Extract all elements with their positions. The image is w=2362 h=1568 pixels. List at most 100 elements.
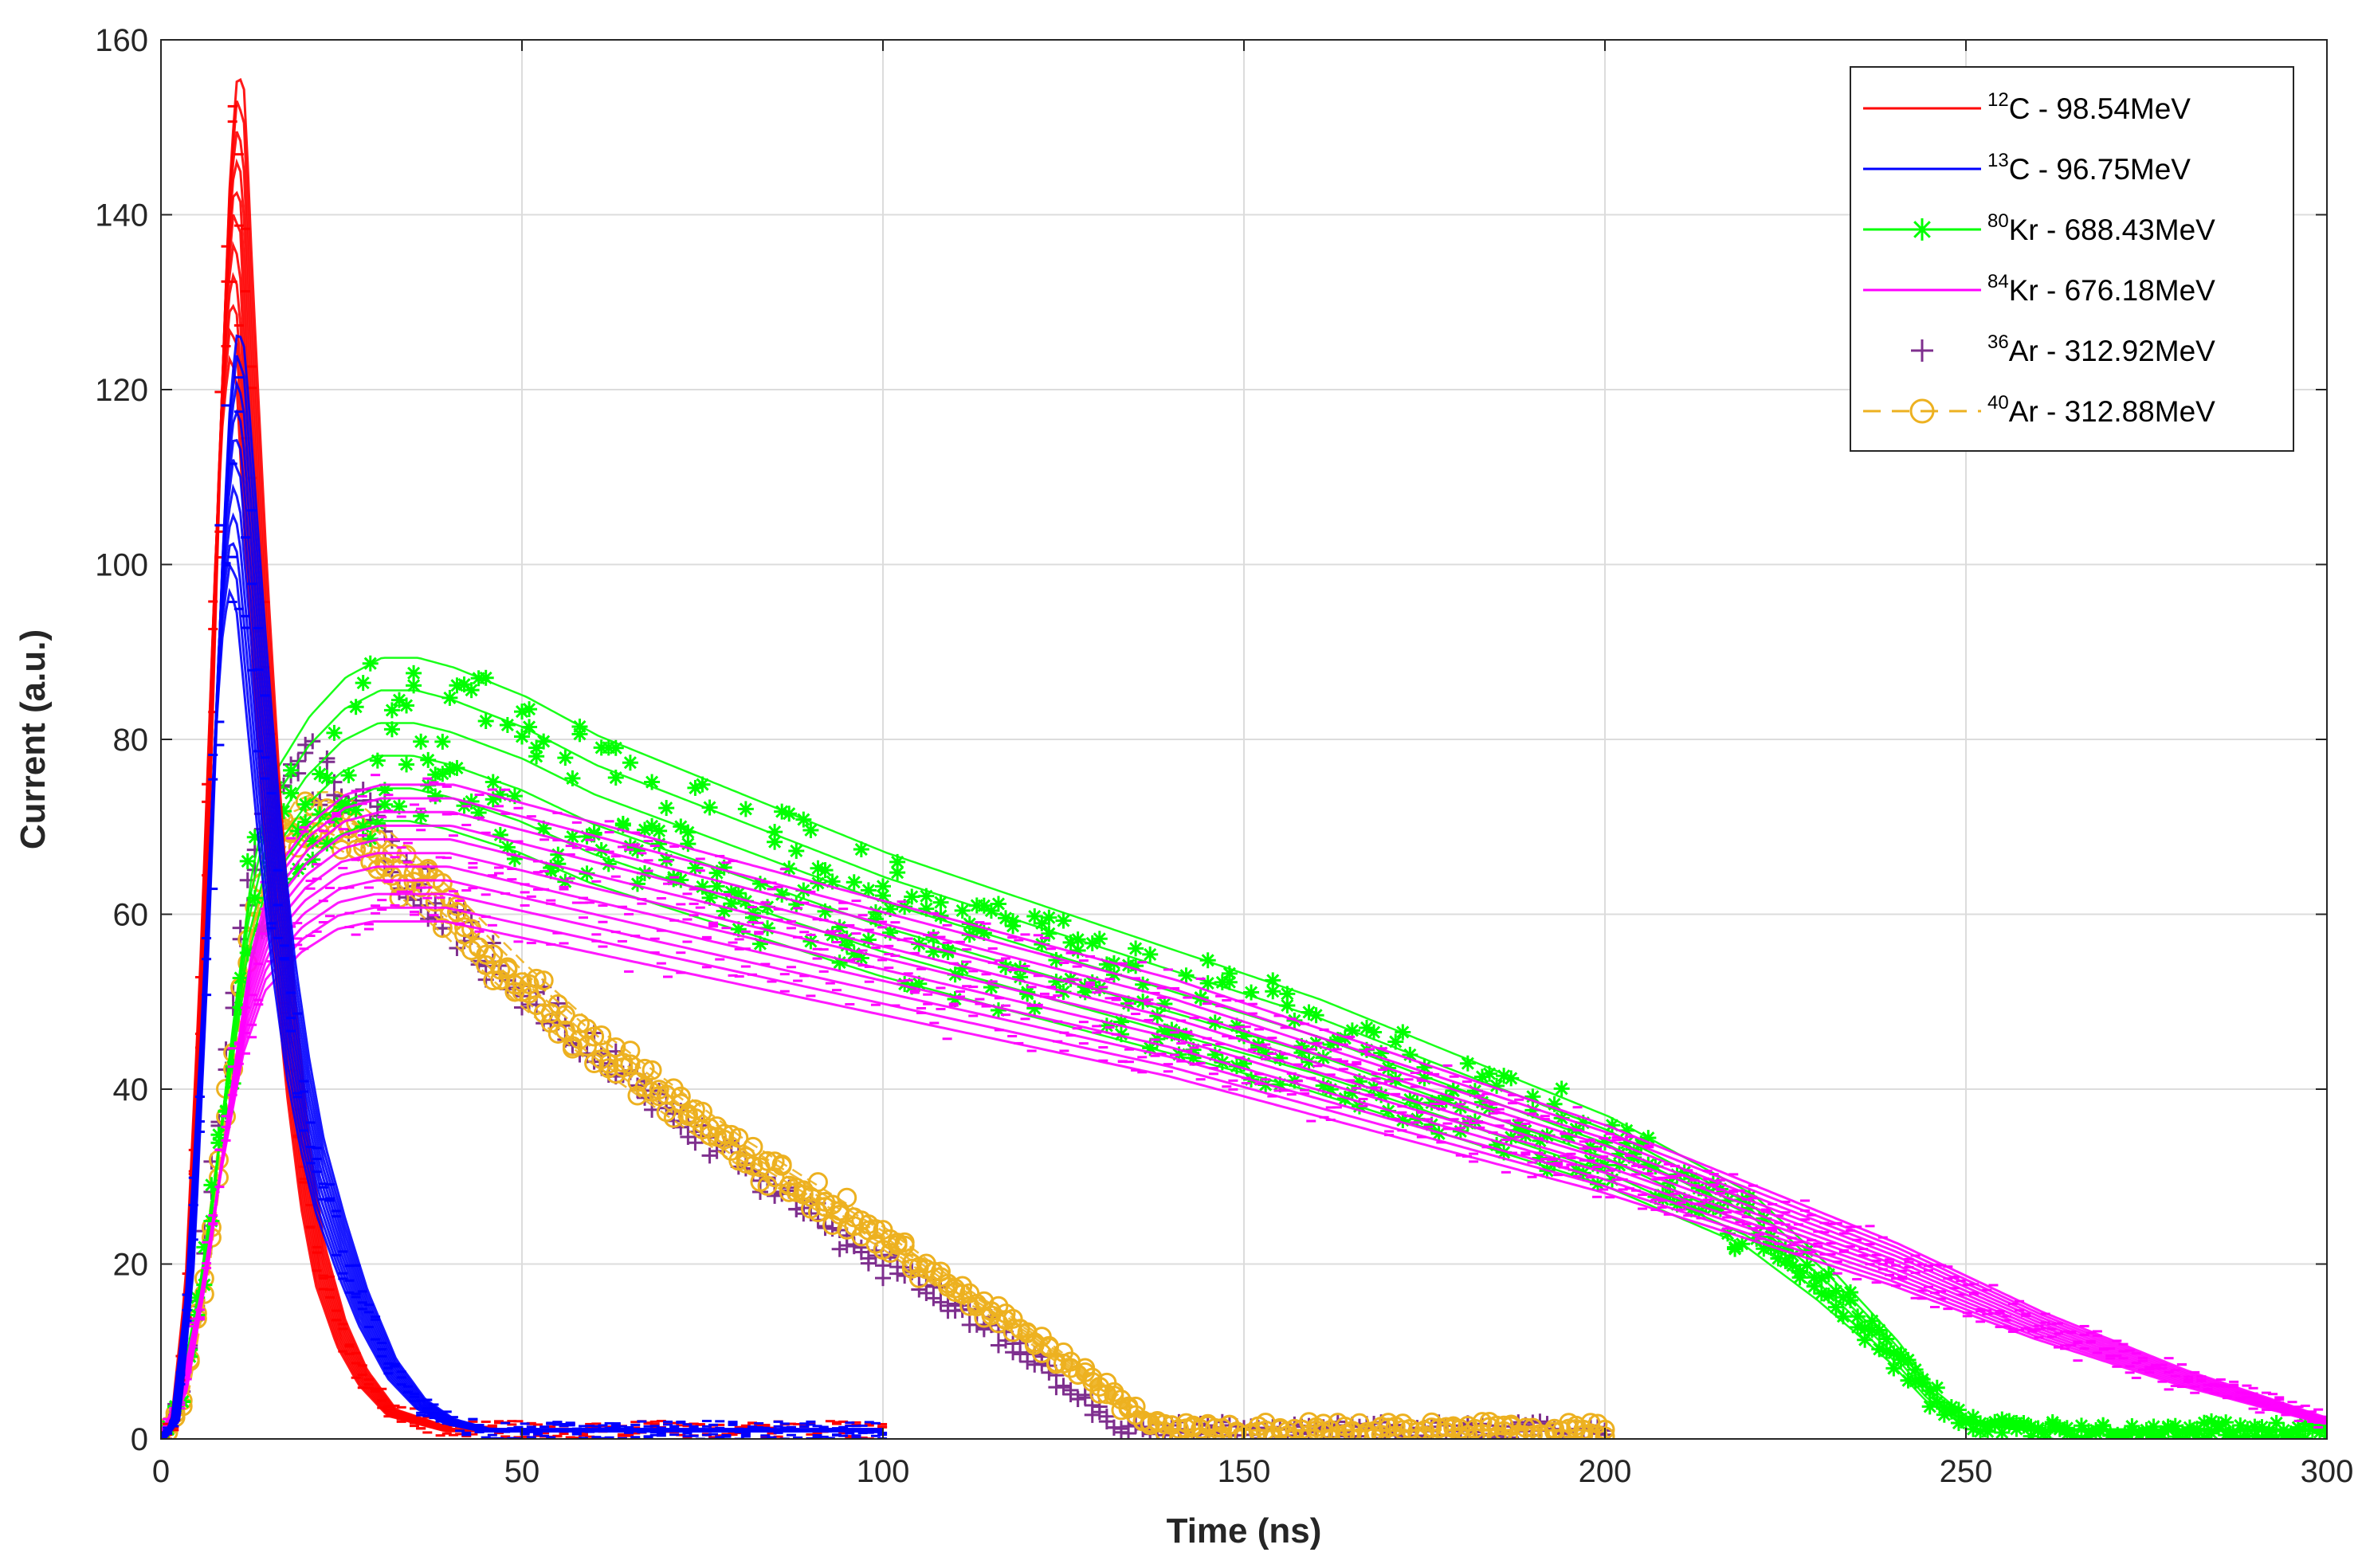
- series-point: [476, 944, 496, 965]
- series-point: [239, 853, 256, 869]
- series-point: [656, 1084, 677, 1105]
- y-tick-label: 80: [113, 723, 149, 758]
- series-point: [360, 852, 381, 872]
- series-point: [420, 911, 437, 927]
- series-point: [1005, 918, 1022, 935]
- series-point: [889, 864, 906, 881]
- x-tick-label: 100: [857, 1454, 910, 1489]
- series-point: [463, 682, 480, 699]
- series-point: [990, 896, 1006, 912]
- legend-element: C: [2009, 153, 2030, 186]
- series-point: [771, 1154, 792, 1174]
- legend[interactable]: 12C - 98.54MeV 13C - 96.75MeV 80Kr - 688.4…: [1850, 66, 2294, 452]
- series-point: [413, 808, 430, 825]
- series-point: [1459, 1055, 1476, 1072]
- series-point: [701, 799, 718, 816]
- y-axis-title: Current (a.u.): [14, 629, 53, 849]
- series-point: [547, 994, 568, 1014]
- series-point: [889, 853, 906, 870]
- legend-isotope: 84: [1987, 271, 2009, 292]
- series-point: [2037, 1424, 2054, 1439]
- legend-energy: - 312.92MeV: [2038, 335, 2215, 367]
- series-point: [1928, 1379, 1945, 1396]
- legend-label: 84Kr - 676.18MeV: [1987, 271, 2215, 307]
- series-point: [569, 1029, 590, 1050]
- series-point: [932, 1294, 949, 1311]
- legend-label: 13C - 96.75MeV: [1987, 150, 2191, 186]
- legend-element: Kr: [2009, 214, 2038, 246]
- series-point: [355, 675, 371, 692]
- series-point: [497, 957, 518, 978]
- series-point: [485, 774, 501, 790]
- series-point: [1994, 1424, 2011, 1439]
- series-point: [449, 759, 465, 776]
- series-point: [1827, 1299, 1844, 1315]
- series-point: [1914, 1371, 1931, 1388]
- series-point: [1878, 1343, 1895, 1359]
- series-point: [620, 1041, 641, 1061]
- legend-label: 80Kr - 688.43MeV: [1987, 210, 2215, 246]
- series-point: [210, 1135, 227, 1151]
- series-point: [875, 1257, 891, 1274]
- series-point: [1178, 967, 1195, 984]
- series-point: [767, 833, 783, 850]
- series-point: [1813, 1270, 1830, 1287]
- series-point: [1306, 1420, 1327, 1439]
- series-point: [1950, 1401, 1967, 1418]
- series-point: [396, 845, 417, 865]
- legend-element: Kr: [2009, 274, 2038, 307]
- series-point: [1387, 1033, 1404, 1050]
- series-point: [860, 882, 877, 899]
- series-point: [1262, 1429, 1283, 1439]
- series-point: [514, 728, 530, 745]
- series-point: [867, 911, 884, 927]
- series-point: [1553, 1080, 1570, 1097]
- legend-isotope: 80: [1987, 210, 2009, 232]
- series-point: [499, 839, 516, 856]
- legend-energy: - 312.88MeV: [2038, 395, 2215, 428]
- series-point: [817, 862, 834, 879]
- series-point: [651, 822, 668, 839]
- series-point: [817, 903, 834, 919]
- series-point: [831, 1241, 848, 1257]
- series-point: [837, 1187, 857, 1208]
- series-point: [283, 762, 300, 778]
- series-point: [420, 751, 437, 768]
- series-point: [418, 858, 438, 879]
- series-point: [1308, 1007, 1324, 1024]
- series-point: [1061, 1358, 1081, 1378]
- legend-element: C: [2009, 92, 2030, 125]
- series-point: [369, 752, 386, 769]
- y-tick-label: 0: [131, 1422, 148, 1457]
- series-point: [846, 874, 862, 891]
- series-point: [1062, 1382, 1079, 1398]
- x-tick-label: 300: [2301, 1454, 2354, 1489]
- series-point: [584, 1026, 605, 1047]
- series-point: [232, 970, 249, 986]
- series-point: [499, 716, 516, 733]
- y-tick-label: 120: [95, 373, 148, 408]
- series-point: [528, 748, 545, 765]
- series-point: [413, 733, 430, 750]
- series-point: [1221, 965, 1238, 982]
- x-tick-label: 150: [1218, 1454, 1271, 1489]
- series-point: [1503, 1070, 1520, 1087]
- x-tick-label: 250: [1940, 1454, 1993, 1489]
- y-tick-label: 20: [113, 1248, 149, 1283]
- series-point: [1799, 1256, 1815, 1273]
- series-point: [1199, 975, 1216, 992]
- series-point: [398, 697, 415, 714]
- y-tick-label: 160: [95, 23, 148, 58]
- series-point: [441, 689, 458, 706]
- y-tick-label: 60: [113, 898, 149, 933]
- series-point: [670, 1086, 691, 1107]
- series-point: [757, 1151, 778, 1171]
- legend-label: 12C - 98.54MeV: [1987, 89, 2191, 125]
- series-point: [326, 786, 343, 803]
- series-point: [1552, 1429, 1572, 1439]
- series-point: [860, 1255, 877, 1272]
- series-point: [693, 1101, 712, 1122]
- series-point: [319, 750, 335, 766]
- series-point: [807, 1172, 828, 1193]
- series-point: [1522, 1425, 1543, 1439]
